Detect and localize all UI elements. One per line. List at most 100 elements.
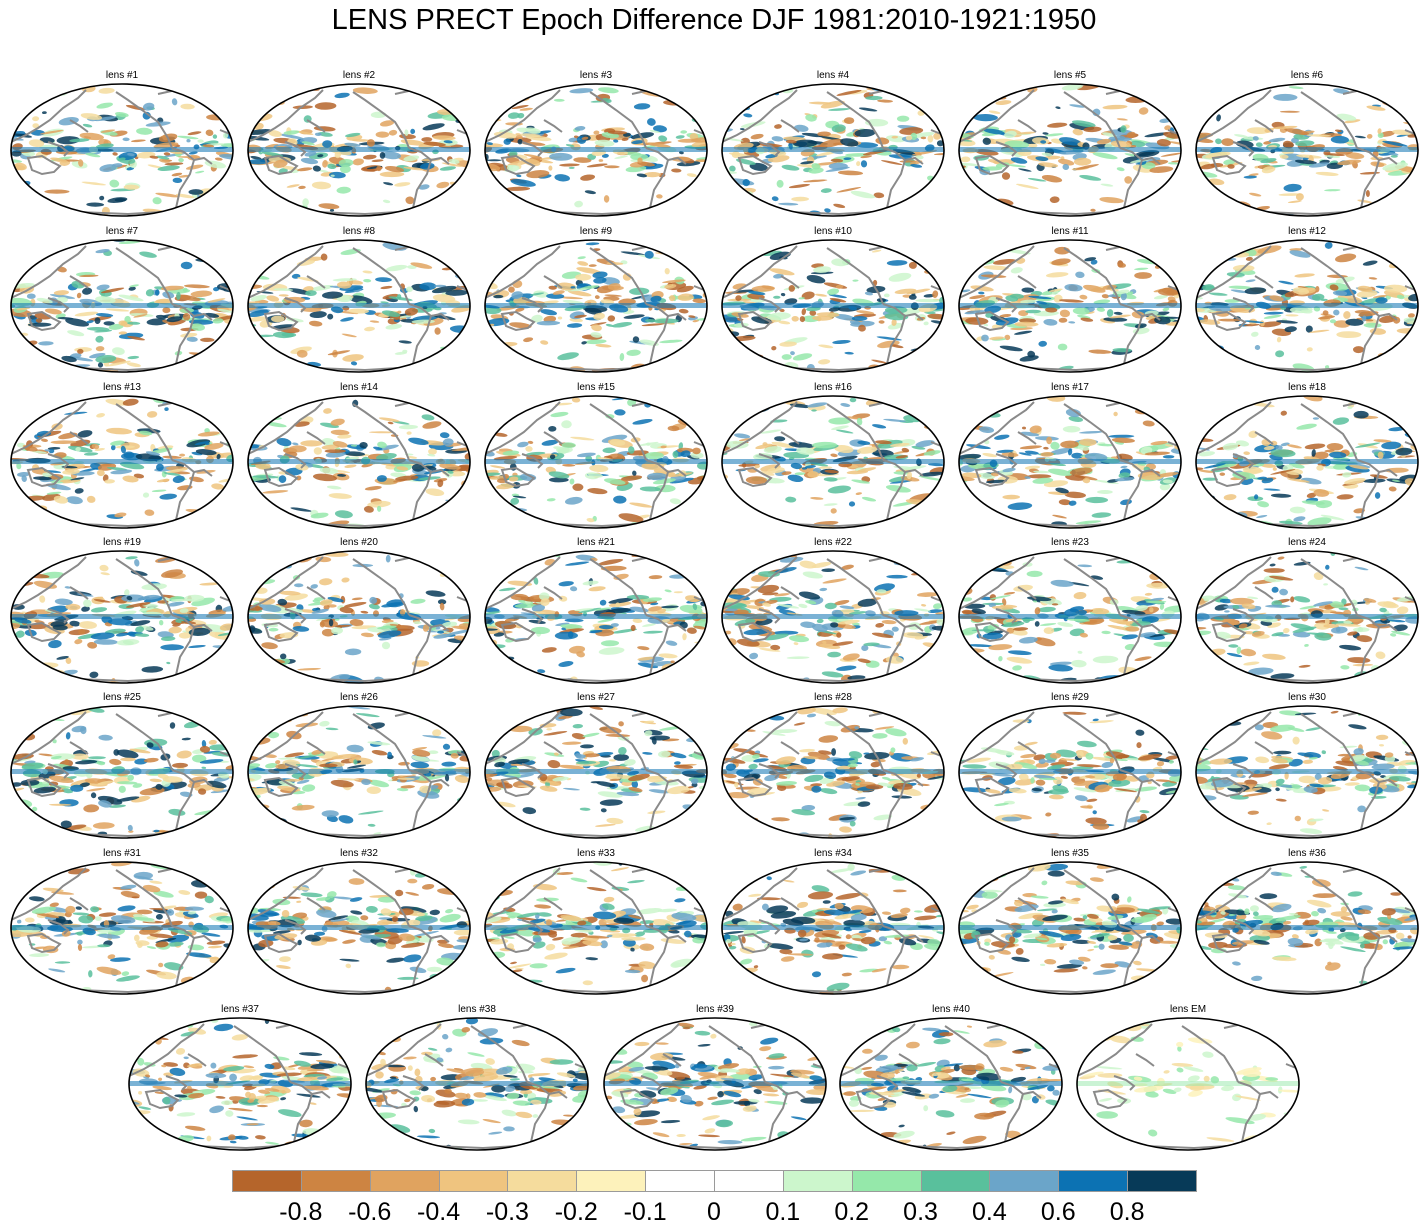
panel-label: lens #1: [105, 70, 139, 81]
precip-field: [11, 240, 233, 372]
map-outline: [721, 861, 945, 995]
colorbar-box: [714, 1170, 784, 1192]
map-panel: lens #3: [482, 70, 710, 220]
map-panel: lens #2: [245, 70, 473, 220]
colorbar-box: [920, 1170, 991, 1192]
map-plot: [365, 1017, 589, 1151]
colorbar-tick-label: 0: [707, 1198, 721, 1226]
panel-label: lens #28: [814, 692, 852, 703]
map-panel: lens #6: [1193, 70, 1421, 220]
map-panel: lens #33: [482, 848, 710, 998]
map-plot: [10, 239, 234, 373]
precip-field: [840, 1018, 1062, 1150]
colorbar-tick-label: 0.2: [834, 1198, 870, 1226]
map-outline: [10, 83, 234, 217]
map-plot: [10, 395, 234, 529]
colorbar-box: [1058, 1170, 1129, 1192]
map-panel: lens #34: [719, 848, 947, 998]
map-plot: [484, 239, 708, 373]
panel-label: lens #14: [340, 382, 378, 393]
precip-field: [722, 396, 944, 528]
colorbar-tick-label: -0.4: [417, 1198, 461, 1226]
map-panel: lens #31: [8, 848, 236, 998]
map-outline: [484, 705, 708, 839]
map-outline: [10, 395, 234, 529]
map-outline: [484, 395, 708, 529]
panel-label: lens #37: [221, 1004, 259, 1015]
map-panel: lens #10: [719, 226, 947, 376]
panel-label: lens #6: [1290, 70, 1324, 81]
map-panel: lens #17: [956, 382, 1184, 532]
map-panel: lens #7: [8, 226, 236, 376]
map-plot: [958, 705, 1182, 839]
map-panel: lens #27: [482, 692, 710, 842]
map-panel: lens #28: [719, 692, 947, 842]
map-outline: [603, 1017, 827, 1151]
colorbar-box: [369, 1170, 440, 1192]
map-plot: [484, 83, 708, 217]
colorbar-tick-label: -0.6: [348, 1198, 392, 1226]
map-plot: [721, 239, 945, 373]
map-outline: [958, 550, 1182, 684]
colorbar-tick-label: -0.2: [554, 1198, 598, 1226]
map-panel: lens #35: [956, 848, 1184, 998]
panel-label: lens #23: [1051, 537, 1089, 548]
colorbar-tick-label: 0.6: [1040, 1198, 1076, 1226]
map-plot: [484, 550, 708, 684]
precip-field: [722, 240, 944, 372]
panel-label: lens #13: [103, 382, 141, 393]
map-plot: [721, 83, 945, 217]
map-plot: [721, 705, 945, 839]
panel-label: lens #19: [103, 537, 141, 548]
colorbar-tick-label: 0.4: [972, 1198, 1007, 1226]
map-plot: [1076, 1017, 1300, 1151]
panel-label: lens #30: [1288, 692, 1326, 703]
map-plot: [1195, 239, 1419, 373]
precip-field: [959, 396, 1181, 528]
precip-field: [959, 557, 1181, 683]
panel-label: lens #18: [1288, 382, 1326, 393]
map-panel: lens #23: [956, 537, 1184, 687]
map-panel: lens #29: [956, 692, 1184, 842]
map-panel: lens #26: [245, 692, 473, 842]
map-plot: [839, 1017, 1063, 1151]
map-plot: [247, 395, 471, 529]
panel-label: lens #40: [932, 1004, 970, 1015]
map-outline: [1195, 550, 1419, 684]
panel-label: lens #27: [577, 692, 615, 703]
panel-label: lens #15: [577, 382, 615, 393]
map-panel: lens #36: [1193, 848, 1421, 998]
panel-label: lens #38: [458, 1004, 496, 1015]
colorbar-box: [782, 1170, 853, 1192]
map-plot: [721, 395, 945, 529]
map-panel: lens #11: [956, 226, 1184, 376]
precip-field: [485, 862, 707, 994]
panel-label: lens #29: [1051, 692, 1089, 703]
panel-label: lens #11: [1051, 226, 1089, 237]
map-outline: [1076, 1017, 1300, 1151]
map-panel: lens #18: [1193, 382, 1421, 532]
map-outline: [484, 861, 708, 995]
colorbar-tick-label: -0.1: [623, 1198, 667, 1226]
map-panel: lens #22: [719, 537, 947, 687]
precip-field: [959, 862, 1181, 994]
map-outline: [247, 83, 471, 217]
precip-field: [11, 396, 233, 528]
panel-label: lens #26: [340, 692, 378, 703]
precip-field: [248, 868, 470, 993]
map-plot: [247, 705, 471, 839]
colorbar-box: [645, 1170, 715, 1192]
panel-label: lens #16: [814, 382, 852, 393]
panel-label: lens #12: [1288, 226, 1326, 237]
map-outline: [247, 705, 471, 839]
panel-label: lens #7: [105, 226, 139, 237]
panel-label: lens #24: [1288, 537, 1326, 548]
map-panel: lens #1: [8, 70, 236, 220]
map-plot: [10, 550, 234, 684]
map-outline: [484, 83, 708, 217]
map-panel: lens #4: [719, 70, 947, 220]
map-panel: lens #30: [1193, 692, 1421, 842]
map-plot: [958, 861, 1182, 995]
map-panel: lens #39: [601, 1004, 829, 1154]
map-plot: [958, 239, 1182, 373]
